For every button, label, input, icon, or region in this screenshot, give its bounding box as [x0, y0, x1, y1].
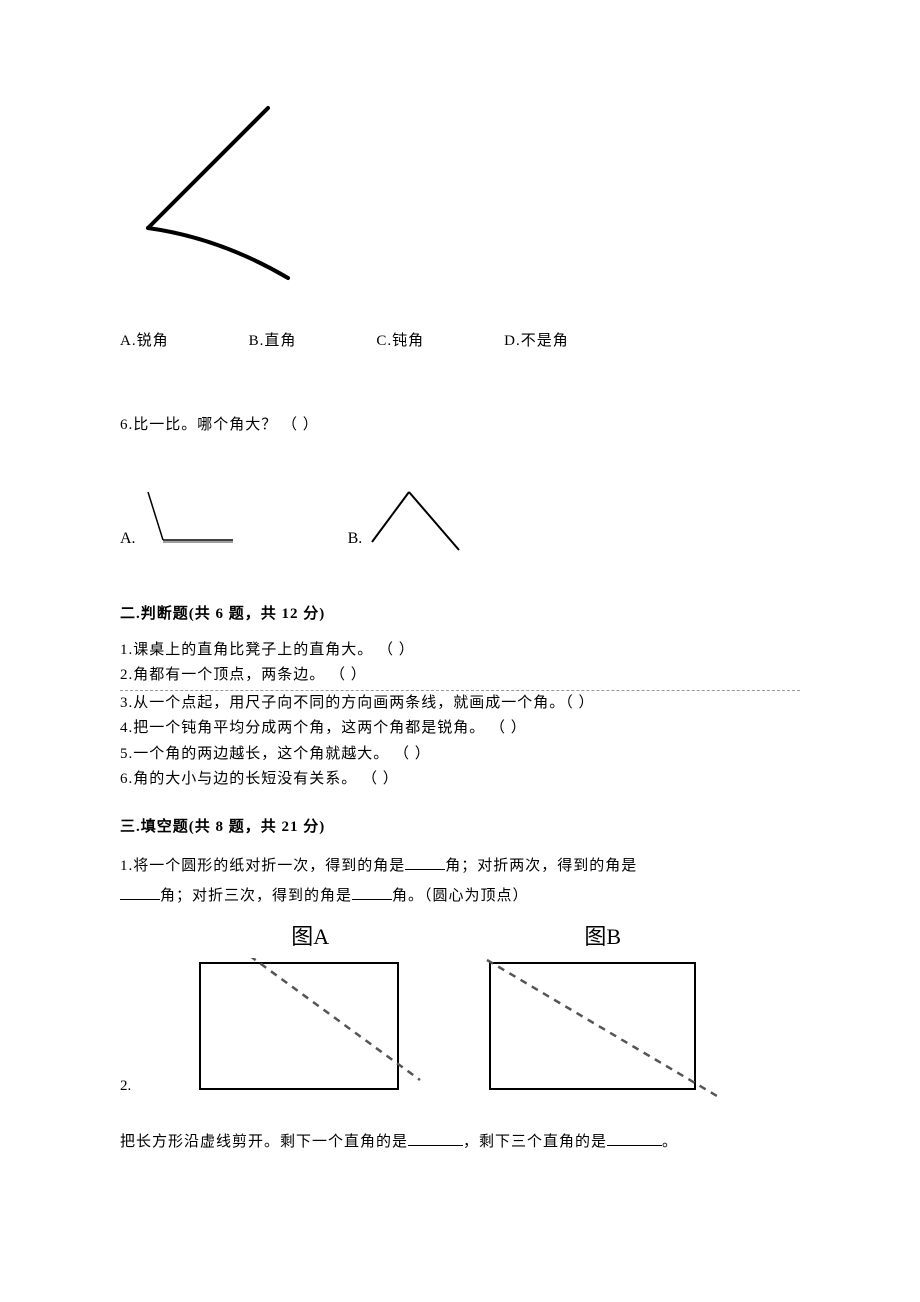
- section2-title: 二.判断题(共 6 题，共 12 分): [120, 602, 800, 626]
- q5-options: A.锐角 B.直角 C.钝角 D.不是角: [120, 329, 800, 353]
- q6-angle-a-icon: [138, 492, 238, 552]
- figB-label: 图B: [584, 919, 621, 954]
- q1-blank3: [352, 882, 392, 900]
- q1-blank2: [120, 882, 160, 900]
- judge-list: 1.课桌上的直角比凳子上的直角大。 （ ） 2.角都有一个顶点，两条边。 （ ）…: [120, 638, 800, 793]
- option-b: B.直角: [249, 329, 297, 353]
- section3-title: 三.填空题(共 8 题，共 21 分): [120, 815, 800, 839]
- figA-svg: [195, 958, 425, 1098]
- q1-blank1: [405, 852, 445, 870]
- option-c: C.钝角: [376, 329, 424, 353]
- figure-b: 图B: [485, 919, 720, 1098]
- q6-angle-b-icon: [364, 487, 464, 552]
- figB-svg: [485, 958, 720, 1098]
- q2-blank1: [408, 1128, 463, 1146]
- q1-text: 角。（圆心为顶点）: [392, 888, 529, 904]
- q6-text: 6.比一比。哪个角大？ （ ）: [120, 413, 800, 437]
- q1-text: 角；对折两次，得到的角是: [445, 858, 637, 874]
- fill-q2: 把长方形沿虚线剪开。剩下一个直角的是 ，剩下三个直角的是 。: [120, 1128, 800, 1154]
- figure-a: 图A: [195, 919, 425, 1098]
- q2-text: 。: [662, 1134, 678, 1150]
- judge-item: 2.角都有一个顶点，两条边。 （ ）: [120, 663, 800, 691]
- q5-figure: [120, 100, 800, 299]
- fill-q1: 1.将一个圆形的纸对折一次，得到的角是 角；对折两次，得到的角是 角；对折三次，得…: [120, 851, 800, 911]
- judge-item: 4.把一个钝角平均分成两个角，这两个角都是锐角。 （ ）: [120, 716, 800, 742]
- q6-optA-label: A.: [120, 526, 136, 552]
- figA-label: 图A: [291, 919, 329, 954]
- q6-option-b: B.: [348, 487, 465, 552]
- q2-text: ，剩下三个直角的是: [463, 1134, 607, 1150]
- q1-text: 角；对折三次，得到的角是: [160, 888, 352, 904]
- option-a: A.锐角: [120, 329, 169, 353]
- q6-option-a: A.: [120, 492, 238, 552]
- q2-text: 把长方形沿虚线剪开。剩下一个直角的是: [120, 1134, 408, 1150]
- judge-item: 6.角的大小与边的长短没有关系。 （ ）: [120, 767, 800, 793]
- judge-item: 1.课桌上的直角比凳子上的直角大。 （ ）: [120, 638, 800, 664]
- q6-optB-label: B.: [348, 526, 363, 552]
- judge-item: 5.一个角的两边越长，这个角就越大。 （ ）: [120, 742, 800, 768]
- judge-item: 3.从一个点起，用尺子向不同的方向画两条线，就画成一个角。（ ）: [120, 691, 800, 717]
- option-d: D.不是角: [504, 329, 569, 353]
- q2-number: 2.: [120, 1074, 131, 1098]
- q2-blank2: [607, 1128, 662, 1146]
- figAB-row: 2. 图A 图B: [120, 919, 800, 1098]
- q6-options: A. B.: [120, 487, 800, 552]
- q1-text: 1.将一个圆形的纸对折一次，得到的角是: [120, 858, 405, 874]
